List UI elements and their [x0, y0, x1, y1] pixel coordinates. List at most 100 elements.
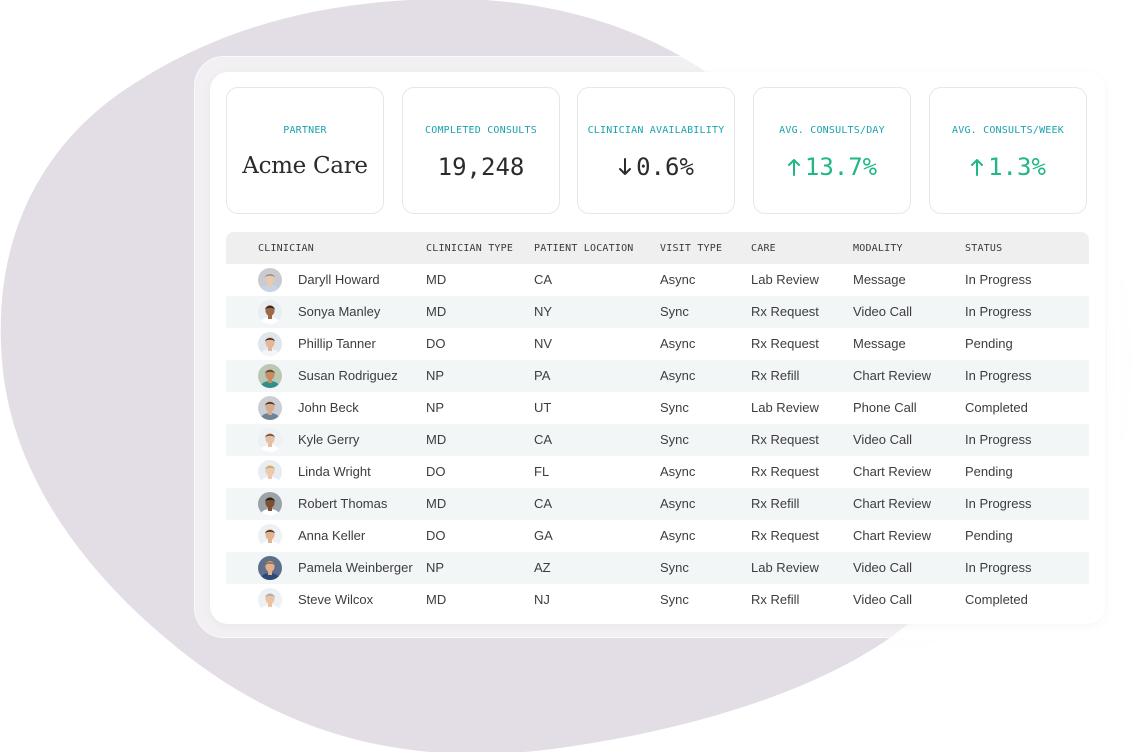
stat-label: AVG. CONSULTS/DAY [779, 125, 885, 136]
cell-care: Lab Review [751, 560, 819, 575]
arrow-up-icon [787, 159, 800, 176]
avatar [258, 524, 282, 548]
table-row[interactable]: Robert Thomas MD CA Async Rx Refill Chart Rev… [226, 488, 1089, 520]
cell-patient-location: NV [534, 336, 553, 351]
column-header-patient-location[interactable]: PATIENT LOCATION [534, 243, 634, 254]
cell-clinician: Daryll Howard [298, 272, 380, 287]
cell-status: In Progress [965, 272, 1032, 287]
cell-modality: Chart Review [853, 368, 932, 383]
table-row[interactable]: Anna Keller DO GA Async Rx Request Chart Revi… [226, 520, 1089, 552]
arrow-down-icon [619, 158, 632, 175]
cell-clinician-type: DO [426, 336, 446, 351]
cell-status: In Progress [965, 304, 1032, 319]
column-header-care[interactable]: CARE [751, 243, 776, 254]
cell-status: Completed [965, 592, 1028, 607]
stat-value: 13.7% [754, 153, 910, 181]
stat-value-text: 1.3% [988, 153, 1046, 181]
cell-clinician-type: NP [426, 368, 445, 383]
avatar [258, 364, 282, 388]
cell-patient-location: FL [534, 464, 550, 479]
table-row[interactable]: Sonya Manley MD NY Sync Rx Request Video Call… [226, 296, 1089, 328]
cell-status: In Progress [965, 560, 1032, 575]
cell-status: Pending [965, 528, 1013, 543]
stat-value: 0.6% [578, 153, 734, 181]
avatar [258, 300, 282, 324]
cell-clinician-type: MD [426, 592, 447, 607]
column-header-status[interactable]: STATUS [965, 243, 1003, 254]
cell-status: In Progress [965, 496, 1032, 511]
table-row[interactable]: Linda Wright DO FL Async Rx Request Chart Rev… [226, 456, 1089, 488]
cell-clinician: Linda Wright [298, 464, 371, 479]
avatar [258, 428, 282, 452]
cell-patient-location: PA [534, 368, 551, 383]
cell-modality: Chart Review [853, 528, 932, 543]
cell-clinician: Phillip Tanner [298, 336, 376, 351]
cell-patient-location: NJ [534, 592, 550, 607]
stat-value-text: Acme Care [242, 153, 368, 179]
cell-patient-location: AZ [534, 560, 551, 575]
cell-clinician: Susan Rodriguez [298, 368, 398, 383]
column-header-visit-type[interactable]: VISIT TYPE [660, 243, 723, 254]
cell-patient-location: CA [534, 496, 553, 511]
table-row[interactable]: Susan Rodriguez NP PA Async Rx Refill Chart R… [226, 360, 1089, 392]
cell-patient-location: GA [534, 528, 553, 543]
column-header-clinician[interactable]: CLINICIAN [258, 243, 314, 254]
table-row[interactable]: Pamela Weinberger NP AZ Sync Lab Review Video… [226, 552, 1089, 584]
cell-visit-type: Async [660, 528, 696, 543]
stat-label: PARTNER [283, 125, 327, 136]
cell-visit-type: Async [660, 336, 696, 351]
cell-clinician-type: MD [426, 496, 447, 511]
avatar [258, 460, 282, 484]
arrow-up-icon [971, 159, 984, 176]
cell-modality: Video Call [853, 560, 913, 575]
cell-patient-location: UT [534, 400, 552, 415]
cell-visit-type: Async [660, 496, 696, 511]
cell-clinician-type: MD [426, 272, 447, 287]
cell-care: Lab Review [751, 400, 819, 415]
cell-clinician-type: NP [426, 560, 445, 575]
cell-visit-type: Async [660, 464, 696, 479]
cell-clinician: Robert Thomas [298, 496, 388, 511]
cell-clinician: Steve Wilcox [298, 592, 374, 607]
cell-modality: Chart Review [853, 496, 932, 511]
cell-care: Rx Request [751, 304, 819, 319]
cell-clinician-type: MD [426, 432, 447, 447]
cell-care: Rx Request [751, 432, 819, 447]
cell-status: Completed [965, 400, 1028, 415]
cell-modality: Video Call [853, 592, 913, 607]
stat-value-text: 19,248 [437, 153, 525, 181]
dashboard-card: PARTNER Acme Care COMPLETED CONSULTS 19,248… [210, 72, 1105, 624]
cell-status: In Progress [965, 368, 1032, 383]
avatar [258, 588, 282, 612]
cell-status: In Progress [965, 432, 1032, 447]
cell-clinician-type: DO [426, 528, 446, 543]
table-row[interactable]: Daryll Howard MD CA Async Lab Review Message I… [226, 264, 1089, 296]
stat-value-text: 13.7% [804, 153, 878, 181]
table-row[interactable]: Steve Wilcox MD NJ Sync Rx Refill Video Call C… [226, 584, 1089, 616]
stat-label: CLINICIAN AVAILABILITY [587, 125, 725, 136]
stat-value: 19,248 [403, 153, 559, 181]
avatar [258, 332, 282, 356]
stat-value-text: 0.6% [636, 153, 694, 181]
table-row[interactable]: Kyle Gerry MD CA Sync Rx Request Video Call In… [226, 424, 1089, 456]
cell-visit-type: Sync [660, 432, 689, 447]
avatar [258, 492, 282, 516]
cell-status: Pending [965, 336, 1013, 351]
stat-card-avg-consults-week: AVG. CONSULTS/WEEK 1.3% [929, 87, 1087, 214]
cell-visit-type: Async [660, 368, 696, 383]
column-header-clinician-type[interactable]: CLINICIAN TYPE [426, 243, 514, 254]
cell-care: Rx Request [751, 528, 819, 543]
avatar [258, 268, 282, 292]
table-row[interactable]: John Beck NP UT Sync Lab Review Phone Call Com… [226, 392, 1089, 424]
cell-clinician: Kyle Gerry [298, 432, 360, 447]
cell-care: Rx Request [751, 464, 819, 479]
cell-care: Lab Review [751, 272, 819, 287]
cell-patient-location: CA [534, 272, 553, 287]
table-row[interactable]: Phillip Tanner DO NV Async Rx Request Message… [226, 328, 1089, 360]
cell-modality: Video Call [853, 304, 913, 319]
cell-modality: Phone Call [853, 400, 917, 415]
cell-visit-type: Sync [660, 400, 689, 415]
avatar [258, 556, 282, 580]
cell-modality: Message [853, 336, 906, 351]
column-header-modality[interactable]: MODALITY [853, 243, 903, 254]
